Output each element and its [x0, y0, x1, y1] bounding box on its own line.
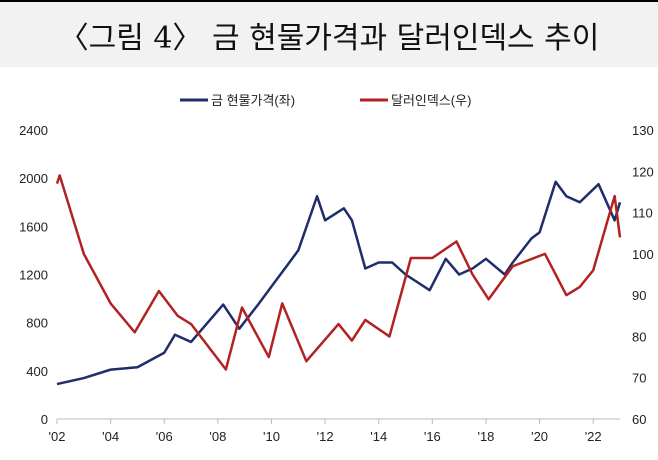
- y-right-tick-label: 130: [632, 123, 654, 138]
- series-line-2: [55, 174, 622, 371]
- legend-label-1: 금 현물가격(좌): [211, 93, 295, 108]
- y-left-tick-label: 1600: [19, 219, 48, 234]
- x-tick-label: '20: [531, 429, 548, 444]
- y-left-tick-label: 400: [26, 364, 48, 379]
- y-left-tick-label: 800: [26, 316, 48, 331]
- x-tick-label: '12: [317, 429, 334, 444]
- x-tick-label: '22: [585, 429, 602, 444]
- y-right-tick-label: 110: [632, 206, 653, 221]
- legend-label-2: 달러인덱스(우): [391, 93, 471, 108]
- chart-title: 〈그림 4〉 금 현물가격과 달러인덱스 추이: [0, 0, 658, 67]
- x-tick-label: '08: [209, 429, 226, 444]
- y-left-tick-label: 1200: [19, 268, 48, 283]
- x-tick-label: '06: [156, 429, 173, 444]
- y-left-tick-label: 2400: [19, 123, 48, 138]
- x-tick-label: '14: [370, 429, 387, 444]
- series-line-1: [56, 180, 622, 386]
- y-right-tick-label: 90: [632, 288, 646, 303]
- y-right-tick-label: 70: [632, 371, 646, 386]
- y-right-tick-label: 120: [632, 164, 654, 179]
- x-tick-label: '16: [424, 429, 441, 444]
- x-tick-label: '04: [102, 429, 119, 444]
- x-tick-label: '18: [477, 429, 494, 444]
- y-right-tick-label: 60: [632, 412, 646, 427]
- y-right-tick-label: 100: [632, 247, 654, 262]
- y-left-tick-label: 2000: [19, 171, 48, 186]
- x-tick-label: '02: [49, 429, 66, 444]
- y-left-tick-label: 0: [41, 412, 48, 427]
- y-right-tick-label: 80: [632, 329, 646, 344]
- x-tick-label: '10: [263, 429, 280, 444]
